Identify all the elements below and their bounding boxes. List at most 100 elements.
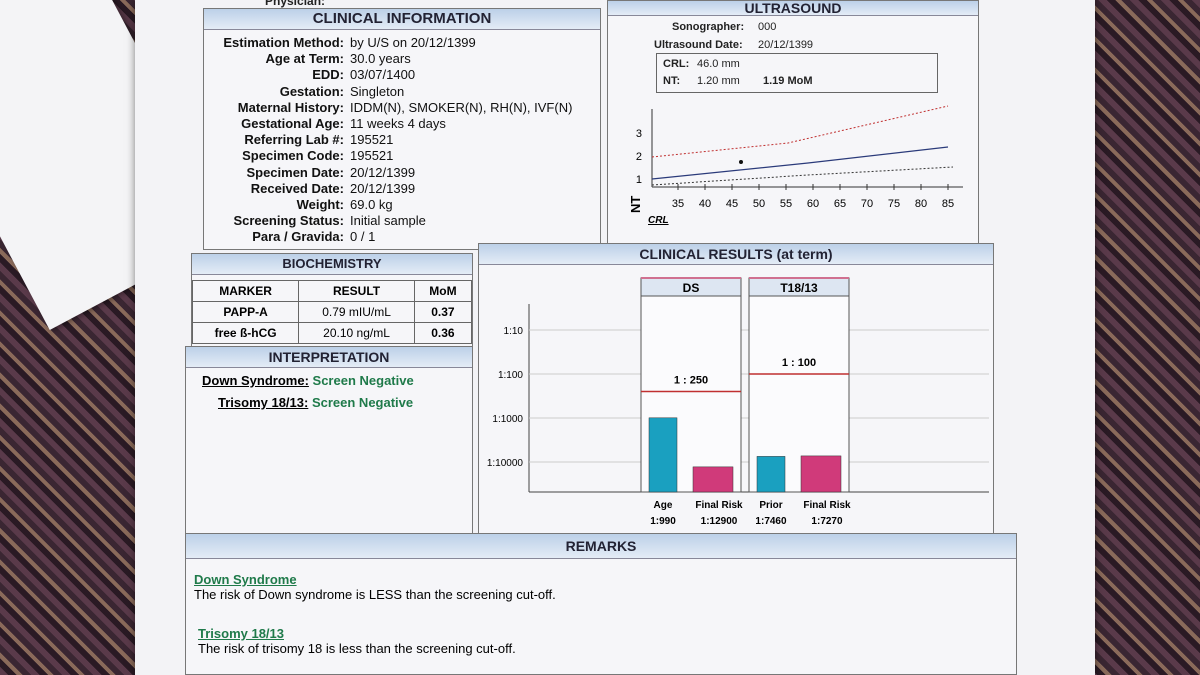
interp-t-value: Screen Negative — [311, 395, 414, 410]
clinical-field-value: Initial sample — [350, 213, 426, 229]
nt-axis-label: NT — [628, 196, 643, 213]
interp-t-row: Trisomy 18/13: Screen Negative — [218, 395, 413, 410]
us-date-value: 20/12/1399 — [758, 39, 814, 51]
biochem-cell: 20.10 ng/mL — [298, 322, 415, 344]
nt-x-tick: 80 — [915, 198, 927, 210]
clinical-field-row: Maternal History: IDDM(N), SMOKER(N), RH(… — [204, 99, 573, 115]
nt-value: 1.20 mm — [697, 75, 740, 87]
nt-median-curve — [651, 146, 949, 180]
clinical-field-value: 30.0 years — [350, 51, 411, 67]
biochem-row: free ß-hCG 20.10 ng/mL 0.36 — [191, 322, 473, 344]
nt-x-tick: 70 — [861, 198, 873, 210]
remark-t-text: The risk of trisomy 18 is less than the … — [198, 641, 516, 656]
sonographer-value: 000 — [758, 21, 777, 33]
biochem-header: MARKER — [191, 280, 300, 302]
biochemistry-panel: BIOCHEMISTRY MARKER RESULT MoM PAPP-A 0.79 … — [191, 253, 473, 347]
nt-y-tick: 1 — [636, 174, 642, 186]
clinical-field-row: Referring Lab #: 195521 — [204, 132, 393, 147]
clinical-field-label: EDD: — [312, 67, 344, 83]
nt-label: NT: — [663, 75, 681, 87]
risk-group-title: DS — [683, 281, 700, 295]
crl-value: 46.0 mm — [697, 58, 740, 70]
clinical-field-label: Gestation: — [279, 83, 344, 99]
clinical-field-value: 20/12/1399 — [350, 180, 416, 196]
clinical-field-value: Singleton — [350, 83, 405, 99]
risk-bar — [756, 456, 786, 493]
risk-bar-value: 1:12900 — [701, 516, 738, 527]
remark-ds: Down Syndrome The risk of Down syndrome … — [194, 572, 556, 602]
clinical-field-label: Referring Lab #: — [244, 132, 344, 148]
clinical-field-row: Received Date: 20/12/1399 — [204, 181, 415, 196]
biochem-cell: 0.36 — [413, 322, 473, 344]
risk-y-tick: 1:10 — [504, 326, 524, 337]
risk-bar-value: 1:7270 — [811, 516, 843, 527]
clinical-field-label: Specimen Code: — [242, 148, 344, 164]
clinical-field-label: Para / Gravida: — [252, 229, 344, 245]
nt-x-tick: 85 — [942, 198, 954, 210]
remarks-title: REMARKS — [186, 534, 1016, 559]
clinical-field-value: 03/07/1400 — [350, 67, 416, 83]
risk-bar-label: Prior — [759, 500, 782, 511]
clinical-info-title: CLINICAL INFORMATION — [204, 9, 600, 30]
biochemistry-title: BIOCHEMISTRY — [192, 254, 472, 275]
nt-y-tick: 2 — [636, 151, 642, 163]
risk-bar-label: Final Risk — [695, 500, 743, 511]
interp-ds-value: Screen Negative — [312, 373, 414, 388]
nt-crl-chart: 1 2 3 35 40 45 50 55 60 65 70 75 80 85 NT CRL — [628, 105, 963, 226]
risk-bar — [800, 455, 842, 493]
biochem-cell: 0.37 — [413, 301, 473, 323]
risk-bar — [692, 466, 734, 493]
clinical-field-value: 195521 — [350, 148, 394, 164]
clinical-field-row: Gestation: Singleton — [204, 83, 405, 99]
clinical-field-label: Age at Term: — [265, 51, 345, 67]
nt-x-tick: 35 — [672, 198, 684, 210]
remark-t: Trisomy 18/13 The risk of trisomy 18 is … — [198, 626, 516, 656]
risk-y-tick: 1:100 — [498, 370, 523, 381]
risk-y-tick: 1:1000 — [492, 414, 523, 425]
nt-lower-curve — [651, 166, 954, 186]
risk-bar-label: Age — [654, 500, 673, 511]
risk-bar-value: 1:990 — [650, 516, 676, 527]
risk-group-title: T18/13 — [780, 281, 818, 295]
clinical-field-row: EDD: 03/07/1400 — [204, 67, 415, 82]
remarks-panel: REMARKS Down Syndrome The risk of Down s… — [185, 533, 1017, 675]
clinical-field-row: Screening Status: Initial sample — [204, 213, 426, 229]
clinical-field-row: Weight: 69.0 kg — [204, 197, 393, 212]
interpretation-title: INTERPRETATION — [186, 347, 472, 368]
clinical-field-value: 11 weeks 4 days — [350, 116, 446, 131]
crl-axis-label: CRL — [648, 215, 669, 226]
clinical-field-value: 195521 — [350, 132, 394, 148]
clinical-field-label: Maternal History: — [237, 99, 344, 115]
biochem-cell: free ß-hCG — [191, 322, 300, 344]
clinical-field-value: by U/S on 20/12/1399 — [350, 35, 476, 50]
biochem-cell: PAPP-A — [191, 301, 300, 323]
clinical-field-label: Gestational Age: — [241, 116, 344, 131]
risk-bar-value: 1:7460 — [755, 516, 787, 527]
nt-x-tick: 45 — [726, 198, 738, 210]
risk-cutoff-label: 1 : 250 — [674, 375, 708, 387]
ultrasound-title: ULTRASOUND — [608, 1, 978, 16]
biochem-cell: 0.79 mIU/mL — [298, 301, 415, 323]
clinical-field-value: 20/12/1399 — [350, 164, 416, 180]
sonographer-label: Sonographer: — [672, 21, 745, 33]
nt-patient-point — [739, 160, 743, 164]
biochem-header: MoM — [413, 280, 473, 302]
risk-bar — [648, 417, 678, 493]
clinical-field-value: 0 / 1 — [350, 229, 376, 245]
biochem-table: MARKER RESULT MoM PAPP-A 0.79 mIU/mL 0.37 fre… — [191, 280, 473, 344]
nt-x-tick: 60 — [807, 198, 819, 210]
nt-x-tick: 50 — [753, 198, 765, 210]
nt-x-tick: 65 — [834, 198, 846, 210]
biochem-row: PAPP-A 0.79 mIU/mL 0.37 — [191, 301, 473, 323]
remark-ds-text: The risk of Down syndrome is LESS than t… — [194, 587, 556, 602]
clinical-field-label: Specimen Date: — [246, 164, 344, 180]
interpretation-panel: INTERPRETATION Down Syndrome: Screen Neg… — [185, 346, 473, 538]
clinical-results-panel: CLINICAL RESULTS (at term) 1:10 1:100 1:10… — [478, 243, 994, 535]
nt-mom-value: 1.19 MoM — [763, 75, 813, 87]
biochem-header: RESULT — [298, 280, 415, 302]
nt-y-tick: 3 — [636, 128, 642, 140]
risk-bar-label: Final Risk — [803, 500, 851, 511]
ultrasound-panel: ULTRASOUND Sonographer: 000 Ultrasound D… — [607, 0, 979, 245]
physician-label-cut: Physician: — [265, 0, 326, 8]
clinical-field-row: Para / Gravida: 0 / 1 — [204, 229, 375, 244]
